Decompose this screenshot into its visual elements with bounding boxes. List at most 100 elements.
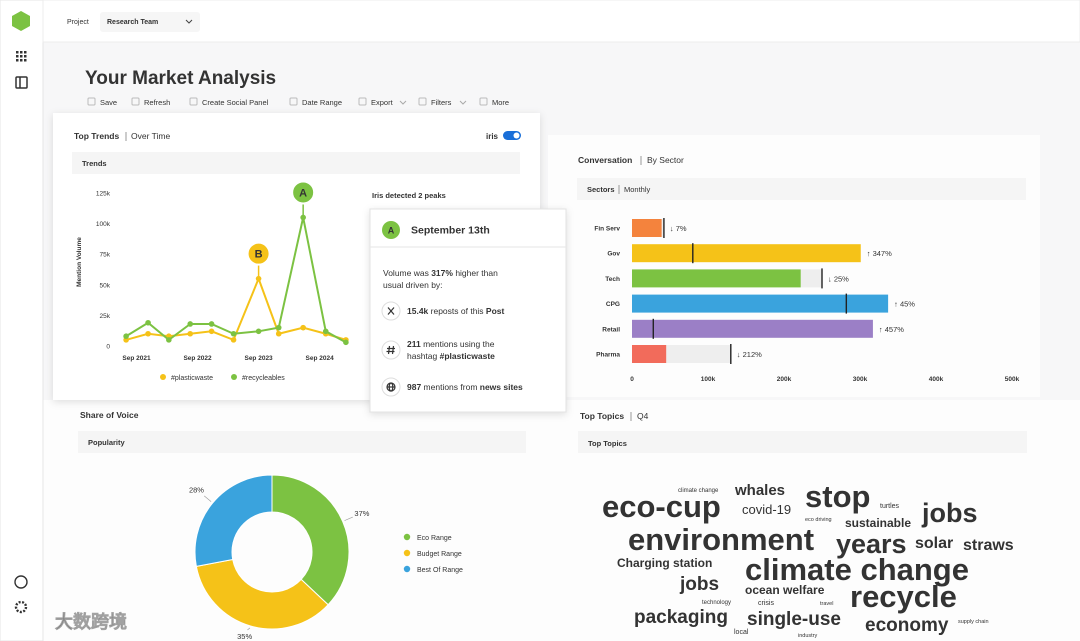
leader [204, 495, 212, 502]
text-part: higher than [453, 268, 498, 278]
point [230, 337, 237, 343]
legend-dot [160, 374, 166, 380]
toolbar-icon [418, 97, 427, 106]
y-axis-label: Mention Volume [76, 237, 83, 287]
chevron [399, 100, 407, 105]
y-tick-label: 0 [106, 344, 110, 351]
topic-word: supply chain [958, 619, 989, 625]
x-tick-label: Sep 2024 [306, 355, 335, 362]
legend-dot [403, 549, 411, 557]
item-icon [381, 340, 401, 360]
sidebar [0, 0, 44, 641]
toolbar-icon [189, 97, 198, 106]
peak-badge [246, 241, 271, 266]
x-tick-label: 400k [929, 376, 944, 383]
point [187, 330, 194, 337]
gap-bar [661, 219, 664, 237]
panel-strip [577, 178, 1026, 200]
y-tick-label: 100k [96, 221, 111, 228]
trends-subtitle: Over Time [131, 131, 170, 141]
point [343, 339, 349, 346]
change-label: ↓ 7% [670, 224, 687, 233]
category-label: Fin Serv [594, 226, 620, 233]
legend-label: Best Of Range [417, 567, 463, 574]
share-title: Share of Voice [80, 410, 139, 420]
topic-word: eco driving [805, 517, 832, 523]
settings-icon[interactable] [14, 600, 28, 614]
tooltip-text: Volume was 317% higher than [383, 268, 498, 278]
conversation-title: Conversation [578, 155, 632, 165]
change-label: ↓ 25% [828, 274, 849, 283]
y-tick-label: 75k [100, 252, 111, 259]
topic-word: ocean welfare [745, 583, 825, 597]
x-tick-label: 200k [777, 376, 792, 383]
topics-subtitle: Q4 [637, 411, 649, 421]
bar [632, 219, 662, 237]
change-label: ↑ 457% [879, 325, 904, 334]
panel-title: Trends [82, 159, 107, 168]
toolbar-item: Filters [431, 98, 452, 107]
point [187, 321, 194, 327]
text-part: 317% [431, 268, 453, 278]
topic-word: whales [734, 482, 785, 499]
legend-dot [403, 533, 411, 541]
change-label: ↑ 347% [867, 249, 892, 258]
panel-icon[interactable] [15, 76, 28, 89]
category-label: Gov [607, 251, 620, 258]
top-bar [42, 0, 1080, 43]
tooltip-text: usual driven by: [383, 280, 443, 290]
x-tick-label: 500k [1005, 376, 1020, 383]
topic-word: jobs [679, 574, 719, 595]
help-icon[interactable] [14, 575, 28, 589]
conversation-subtitle: By Sector [647, 155, 684, 165]
project-select[interactable] [100, 12, 200, 32]
tooltip-text: 15.4k reposts of this Post [407, 306, 505, 316]
toolbar-item: More [492, 98, 509, 107]
peak-label: B [255, 249, 263, 261]
trends-title: Top Trends [74, 131, 119, 141]
bar [632, 269, 801, 288]
text-part: Volume was [383, 268, 431, 278]
panel-title: Top Topics [588, 439, 627, 448]
toolbar-icon [479, 97, 488, 106]
legend-label: Budget Range [417, 551, 462, 558]
topic-word: years [836, 529, 907, 559]
point [300, 324, 306, 331]
apps-icon[interactable] [16, 51, 27, 62]
gap-bar [800, 269, 822, 288]
tooltip-badge-label: A [388, 226, 395, 236]
toolbar-item: Save [100, 98, 117, 107]
topic-word: eco-cup [602, 489, 721, 524]
conversation-card [548, 135, 1040, 397]
legend-dot [231, 374, 237, 380]
toolbar-icon [87, 97, 96, 106]
topic-word: covid-19 [742, 502, 791, 517]
donut-slice [271, 474, 350, 606]
toolbar-item: Refresh [144, 98, 170, 107]
x-tick-label: 100k [701, 376, 716, 383]
point [275, 330, 282, 337]
text-part: news sites [480, 382, 523, 392]
tooltip-date: September 13th [411, 225, 490, 237]
value-label: 35% [237, 632, 252, 641]
topic-word: technology [702, 600, 731, 606]
text-part: 211 [407, 339, 421, 349]
topics-title: Top Topics [580, 411, 624, 421]
leader [344, 516, 353, 521]
topic-word: straws [963, 537, 1014, 554]
icon-glyph [387, 307, 395, 315]
x-tick-label: Sep 2023 [244, 355, 273, 362]
logo[interactable] [12, 11, 30, 31]
topic-word: packaging [634, 607, 728, 628]
topic-word: travel [820, 601, 833, 607]
text-part: 15.4k [407, 306, 429, 316]
project-name: Research Team [107, 19, 158, 26]
point [145, 319, 151, 326]
toggle-knob [513, 132, 520, 139]
chevron [185, 19, 193, 24]
point [275, 324, 282, 331]
peak-badge [291, 180, 316, 205]
text-part: hashtag [407, 351, 440, 361]
category-label: Tech [605, 276, 620, 283]
